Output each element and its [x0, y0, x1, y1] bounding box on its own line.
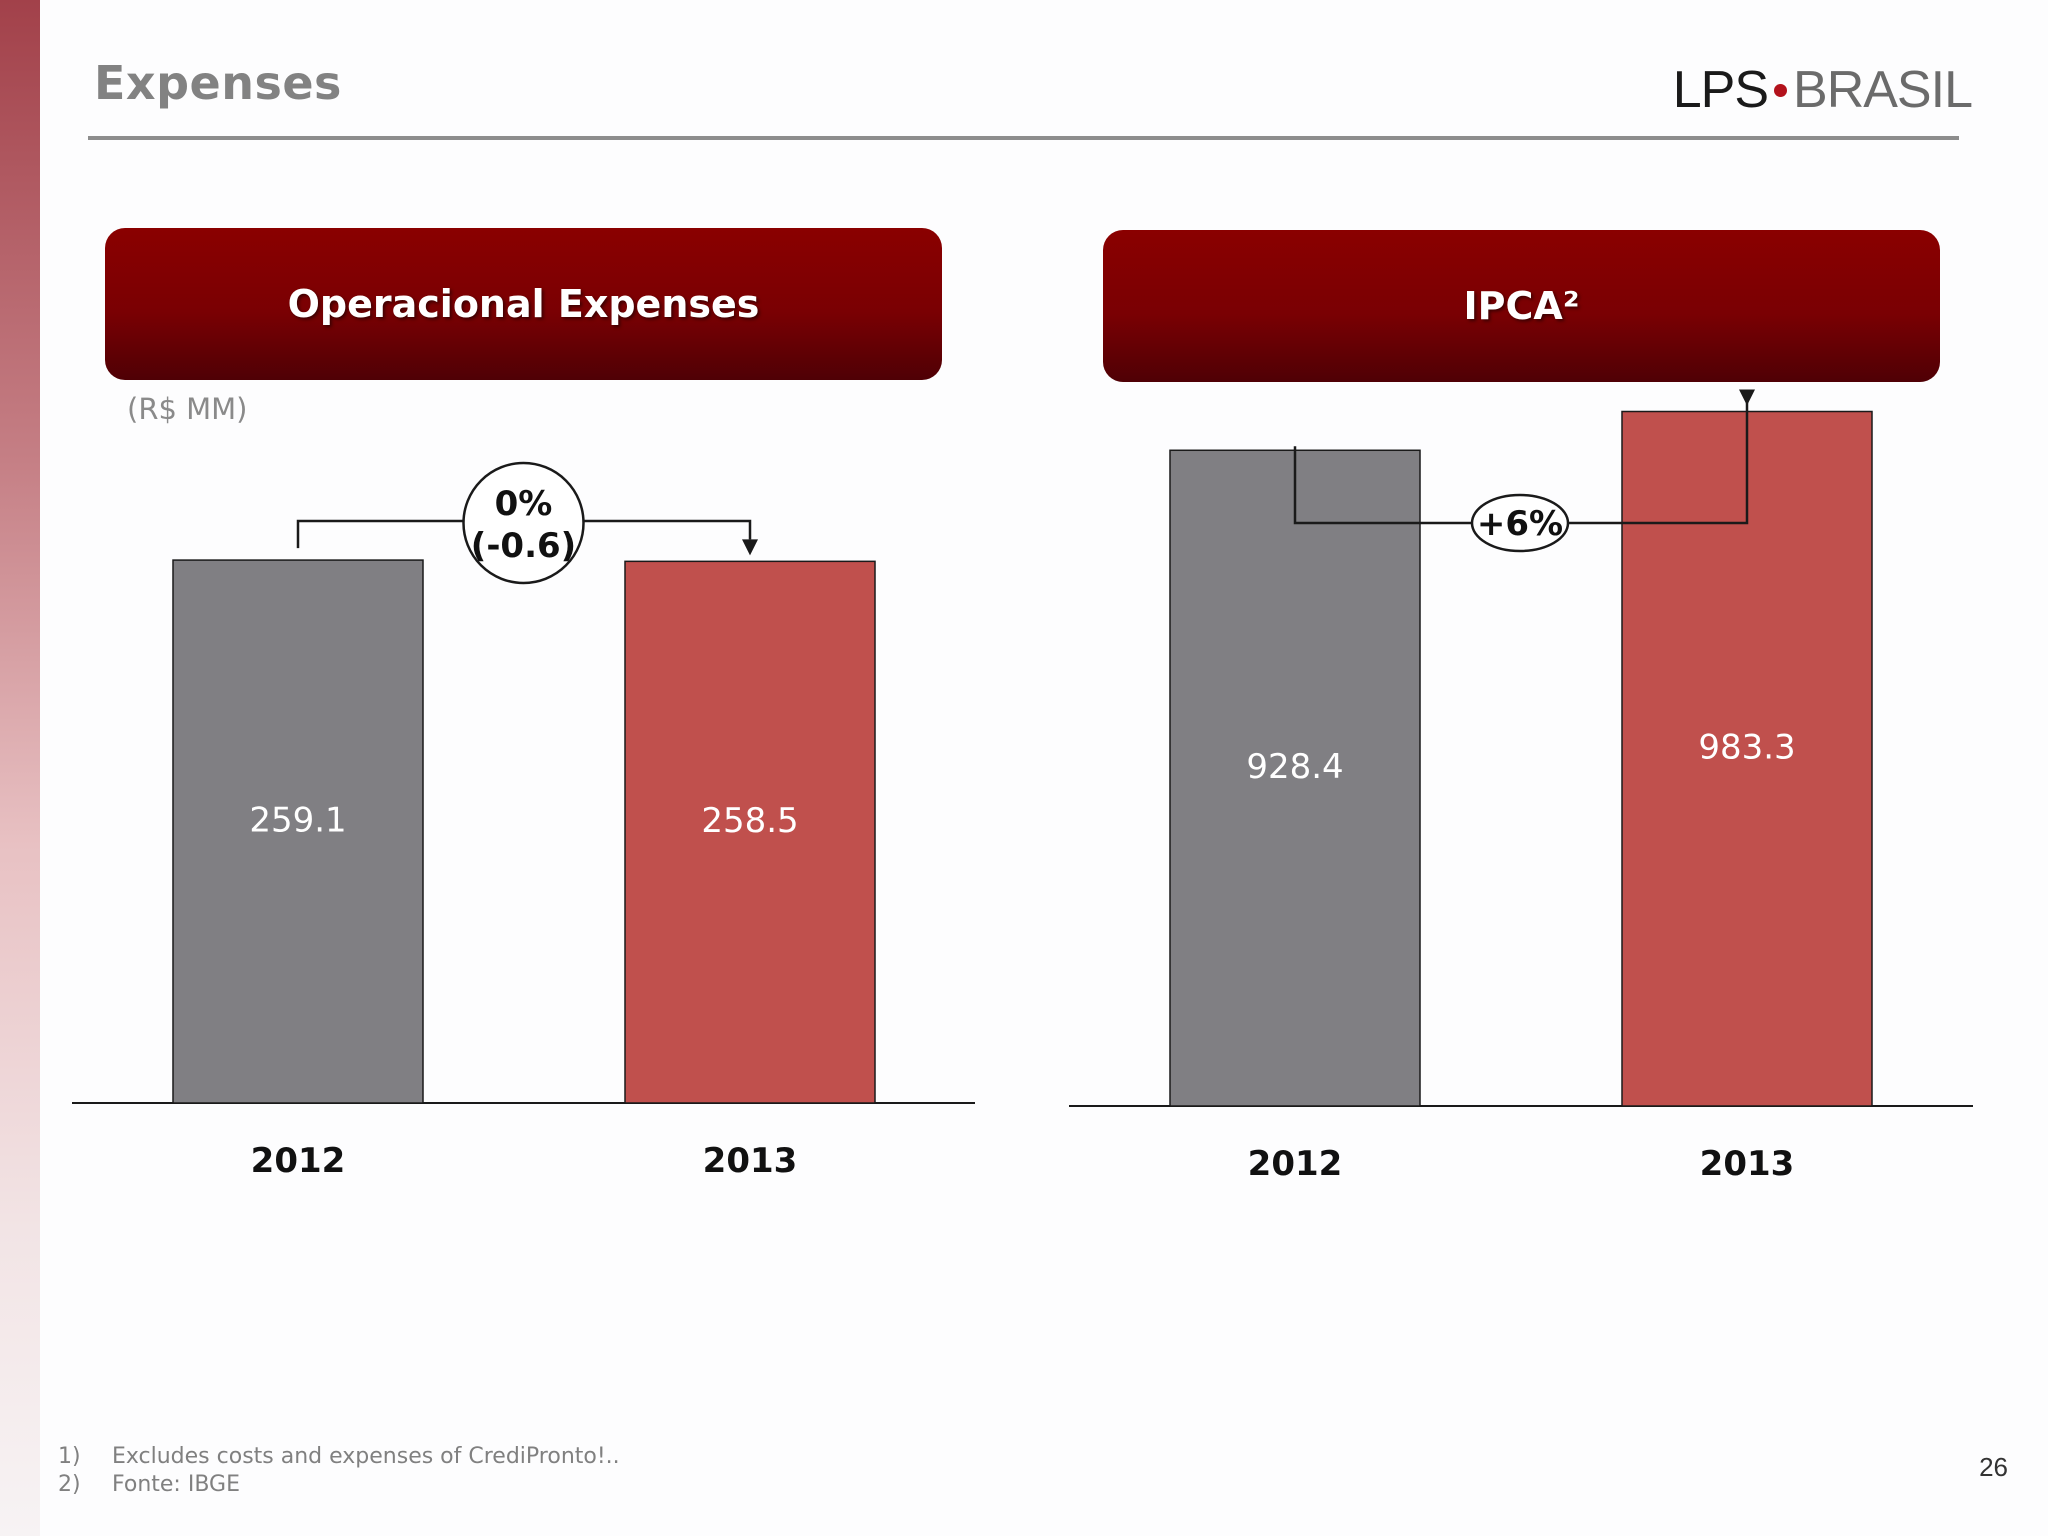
change-bracket-left: [1293, 446, 1472, 525]
change-bracket-right: [1568, 389, 1749, 525]
ipca-header: IPCA²: [1103, 230, 1940, 382]
x-tick-label: 2012: [1248, 1144, 1343, 1184]
logo-dot-icon: [1774, 83, 1788, 97]
page-number: 26: [1979, 1452, 2008, 1482]
change-percent-label: +6%: [1477, 504, 1563, 544]
bar-2012: [1169, 449, 1421, 1107]
x-tick-label: 2013: [703, 1141, 798, 1181]
footnote-1: 1) Excludes costs and expenses of CrediP…: [58, 1443, 620, 1471]
data-label: 928.4: [1246, 747, 1343, 787]
footnote-text: Fonte: IBGE: [112, 1472, 240, 1497]
change-value-label: (-0.6): [471, 526, 576, 566]
change-bubble: [1470, 493, 1570, 553]
footnote-number: 1): [58, 1444, 81, 1469]
footnote-text: Excludes costs and expenses of CrediPron…: [112, 1444, 620, 1469]
data-label: 259.1: [249, 801, 346, 841]
logo-text-lps: LPS: [1672, 61, 1769, 119]
footnote-number: 2): [58, 1472, 81, 1497]
arrow-down-icon: [742, 539, 758, 556]
data-label: 983.3: [1698, 728, 1795, 768]
change-bubble: [462, 461, 585, 585]
footnote-2: 2) Fonte: IBGE: [58, 1471, 620, 1499]
data-label: 258.5: [701, 801, 798, 841]
logo-text-brasil: BRASIL: [1793, 61, 1973, 119]
operational-expenses-header: Operacional Expenses: [105, 228, 942, 380]
page-title: Expenses: [94, 56, 342, 110]
change-bracket-right: [583, 519, 752, 540]
bar-2013: [624, 560, 876, 1104]
bar-2012: [172, 559, 424, 1104]
x-tick-label: 2013: [1700, 1144, 1795, 1184]
company-logo: LPS BRASIL: [1672, 60, 1973, 120]
x-tick-label: 2012: [251, 1141, 346, 1181]
side-accent-strip: [0, 0, 40, 1536]
footnotes: 1) Excludes costs and expenses of CrediP…: [58, 1443, 620, 1499]
unit-label: (R$ MM): [127, 392, 248, 426]
title-divider: [88, 136, 1959, 140]
bar-2013: [1621, 410, 1873, 1107]
arrow-down-icon: [1739, 389, 1755, 406]
change-percent-label: 0%: [495, 484, 553, 524]
change-bracket-left: [296, 519, 464, 549]
